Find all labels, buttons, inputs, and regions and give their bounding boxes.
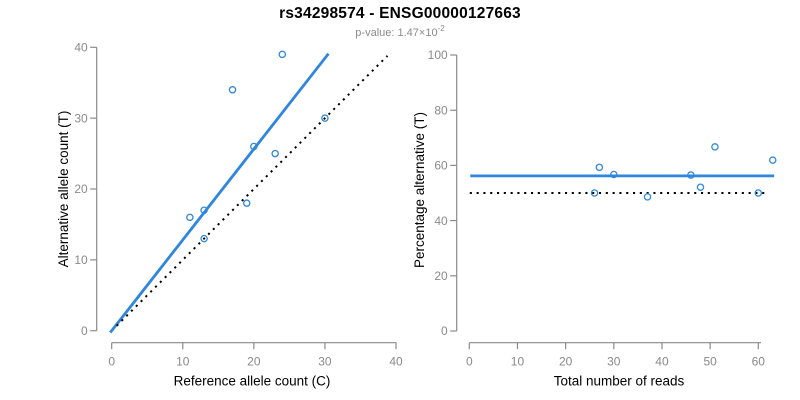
- data-point: [687, 171, 695, 179]
- data-point: [754, 189, 763, 197]
- pvalue-exponent: -2: [437, 24, 445, 33]
- y-tick-label: 20: [434, 269, 448, 283]
- y-tick-label: 0: [441, 324, 448, 338]
- x-tick-label: 40: [655, 355, 669, 369]
- data-point: [321, 114, 329, 122]
- data-point: [200, 234, 208, 243]
- y-tick-label: 40: [434, 214, 448, 228]
- x-tick-label: 10: [176, 355, 190, 369]
- left-xaxis-label: Reference allele count (C): [174, 374, 331, 389]
- right-yaxis-label: Percentage alternative (T): [412, 112, 427, 268]
- data-point: [271, 149, 279, 158]
- pvalue-text: p-value: 1.47×10: [355, 27, 438, 39]
- y-tick-label: 0: [81, 324, 88, 338]
- x-tick-label: 0: [466, 355, 473, 369]
- x-tick-label: 30: [607, 355, 621, 369]
- right-scatter-panel: 0 10 20 30 40 50 60 0 20 40 60 80 100: [428, 48, 777, 369]
- x-tick-label: 10: [511, 355, 525, 369]
- data-point: [643, 193, 652, 201]
- data-point: [200, 206, 208, 215]
- x-tick-label: 20: [247, 355, 261, 369]
- data-point: [595, 163, 604, 172]
- y-tick-label: 100: [428, 48, 448, 62]
- x-tick-label: 40: [389, 355, 403, 369]
- y-tick-label: 60: [434, 159, 448, 173]
- y-tick-label: 10: [74, 253, 88, 267]
- x-tick-label: 30: [318, 355, 332, 369]
- data-point: [610, 170, 618, 179]
- data-point: [278, 50, 287, 59]
- y-tick-label: 20: [74, 182, 88, 196]
- fitted-allelic-ratio-line: [109, 52, 330, 334]
- left-scatter-panel: 0 10 20 30 40 0 10 20 30 40: [74, 41, 403, 369]
- pvalue-subtitle: p-value: 1.47×10-2: [0, 24, 800, 39]
- data-point: [228, 86, 237, 94]
- x-tick-label: 20: [559, 355, 573, 369]
- data-point: [242, 199, 251, 207]
- x-tick-label: 0: [108, 355, 115, 369]
- data-point: [186, 213, 194, 222]
- x-tick-label: 50: [703, 355, 717, 369]
- y-tick-label: 80: [434, 103, 448, 117]
- data-point: [769, 156, 777, 164]
- left-yaxis-label: Alternative allele count (T): [56, 111, 71, 268]
- identity-line: [115, 55, 389, 327]
- data-point: [696, 183, 705, 191]
- data-point: [250, 142, 258, 151]
- y-tick-label: 30: [74, 111, 88, 125]
- data-point: [711, 143, 719, 151]
- right-xaxis-label: Total number of reads: [554, 374, 685, 389]
- data-point: [590, 189, 599, 197]
- page-title: rs34298574 - ENSG00000127663: [279, 5, 521, 22]
- y-tick-label: 40: [74, 41, 88, 55]
- x-tick-label: 60: [752, 355, 766, 369]
